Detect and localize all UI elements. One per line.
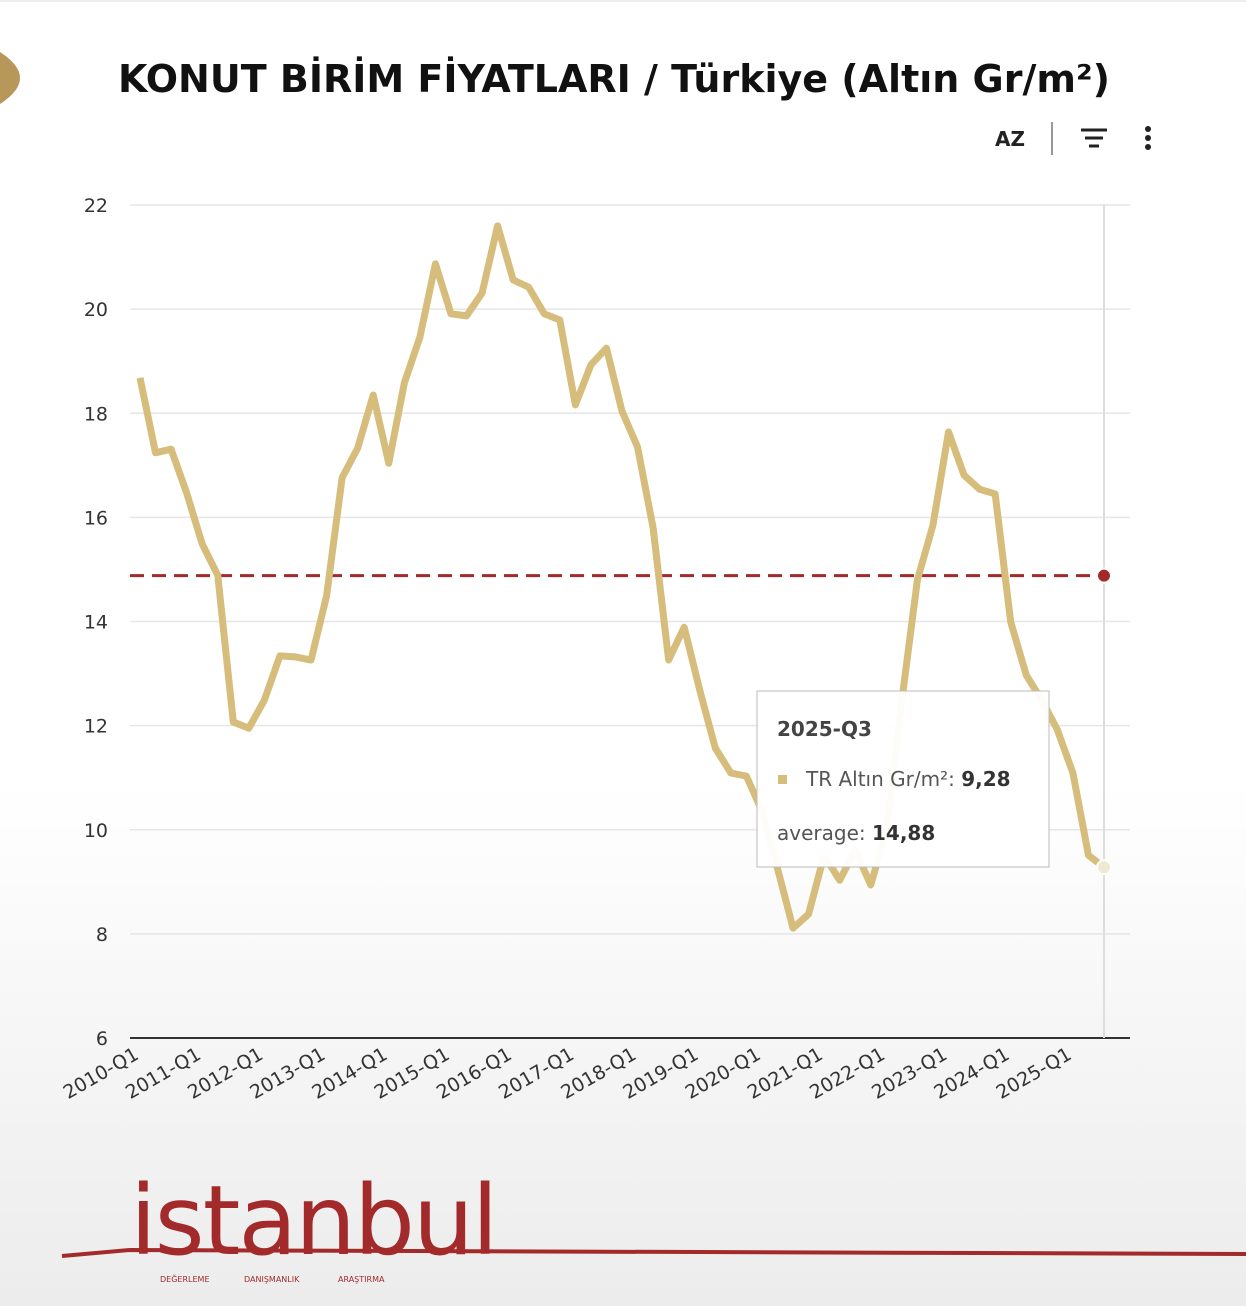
y-tick-label: 14	[84, 612, 108, 634]
tooltip-title: 2025-Q3	[777, 717, 872, 741]
average-point	[1096, 567, 1112, 584]
y-tick-label: 20	[84, 299, 108, 321]
tooltip-box	[756, 690, 1050, 868]
menu-icon[interactable]	[1145, 126, 1151, 150]
brand-tagline: ARAŞTIRMA	[338, 1275, 385, 1284]
filter-icon[interactable]	[1081, 128, 1107, 148]
toolbar: AZ	[995, 122, 1151, 155]
y-tick-label: 18	[84, 403, 108, 425]
y-tick-label: 22	[84, 195, 108, 217]
y-tick-label: 8	[96, 924, 108, 946]
tooltip-swatch	[778, 775, 787, 784]
brand-tagline: DANIŞMANLIK	[244, 1275, 300, 1284]
corner-ornament	[0, 52, 20, 104]
brand-tagline: DEĞERLEME	[160, 1273, 210, 1284]
tooltip-series-name: TR Altın Gr/m²	[805, 767, 948, 791]
tooltip-value: 9,28	[961, 767, 1010, 791]
tooltip-average-name: average	[777, 821, 859, 845]
tooltip-average: average: 14,88	[777, 821, 935, 845]
y-tick-label: 12	[84, 716, 108, 738]
hover-point	[1096, 859, 1112, 876]
tooltip-series: TR Altın Gr/m²: 9,28	[805, 767, 1011, 791]
y-tick-label: 10	[84, 820, 108, 842]
series-line	[136, 222, 1107, 932]
chart-title: KONUT BİRİM FİYATLARI / Türkiye (Altın G…	[118, 57, 1110, 101]
brand-line	[61, 1247, 1246, 1258]
brand-name: istanbul	[130, 1165, 496, 1277]
sort-icon[interactable]: AZ	[995, 127, 1025, 151]
y-tick-label: 6	[96, 1028, 108, 1050]
y-tick-label: 16	[84, 507, 108, 529]
tooltip-average-value: 14,88	[872, 821, 935, 845]
tooltip: 2025-Q3 TR Altın Gr/m²: 9,28 average: 14…	[756, 690, 1050, 868]
brand: istanbul DEĞERLEME DANIŞMANLIK ARAŞTIRMA	[61, 1165, 1246, 1284]
